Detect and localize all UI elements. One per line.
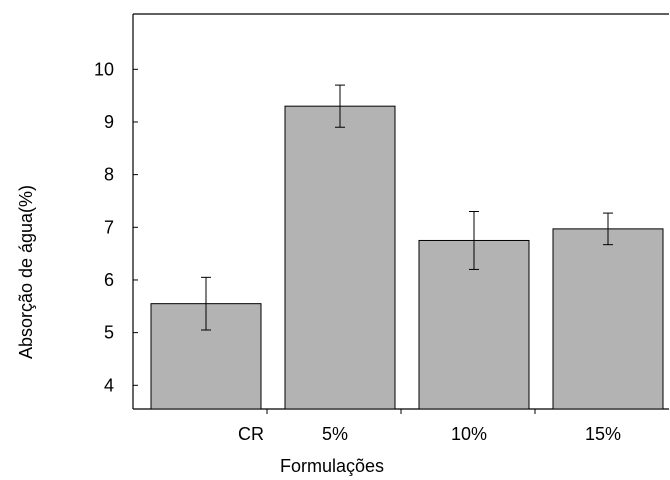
y-tick-label: 10 xyxy=(94,59,114,79)
y-tick-label: 9 xyxy=(104,112,114,132)
y-axis-ticks: 4 5 6 7 8 9 10 xyxy=(94,59,138,395)
bars xyxy=(150,105,664,410)
y-tick-label: 7 xyxy=(104,217,114,237)
x-tick-label: 15% xyxy=(585,424,621,444)
x-axis-label: Formulações xyxy=(280,456,384,476)
x-tick-label: 10% xyxy=(451,424,487,444)
y-tick-label: 6 xyxy=(104,270,114,290)
y-tick-label: 5 xyxy=(104,323,114,343)
x-axis-ticks: CR 5% 10% 15% xyxy=(238,409,621,444)
error-bars xyxy=(201,84,613,331)
bar xyxy=(284,105,396,410)
error-bar xyxy=(603,212,613,246)
error-bar xyxy=(335,84,345,128)
y-axis-label: Absorção de água(%) xyxy=(16,185,36,359)
x-tick-label: CR xyxy=(238,424,264,444)
bar xyxy=(552,228,664,410)
y-tick-label: 8 xyxy=(104,165,114,185)
error-bar xyxy=(469,211,479,270)
error-bar xyxy=(201,276,211,331)
y-tick-label: 4 xyxy=(104,375,114,395)
x-tick-label: 5% xyxy=(322,424,348,444)
